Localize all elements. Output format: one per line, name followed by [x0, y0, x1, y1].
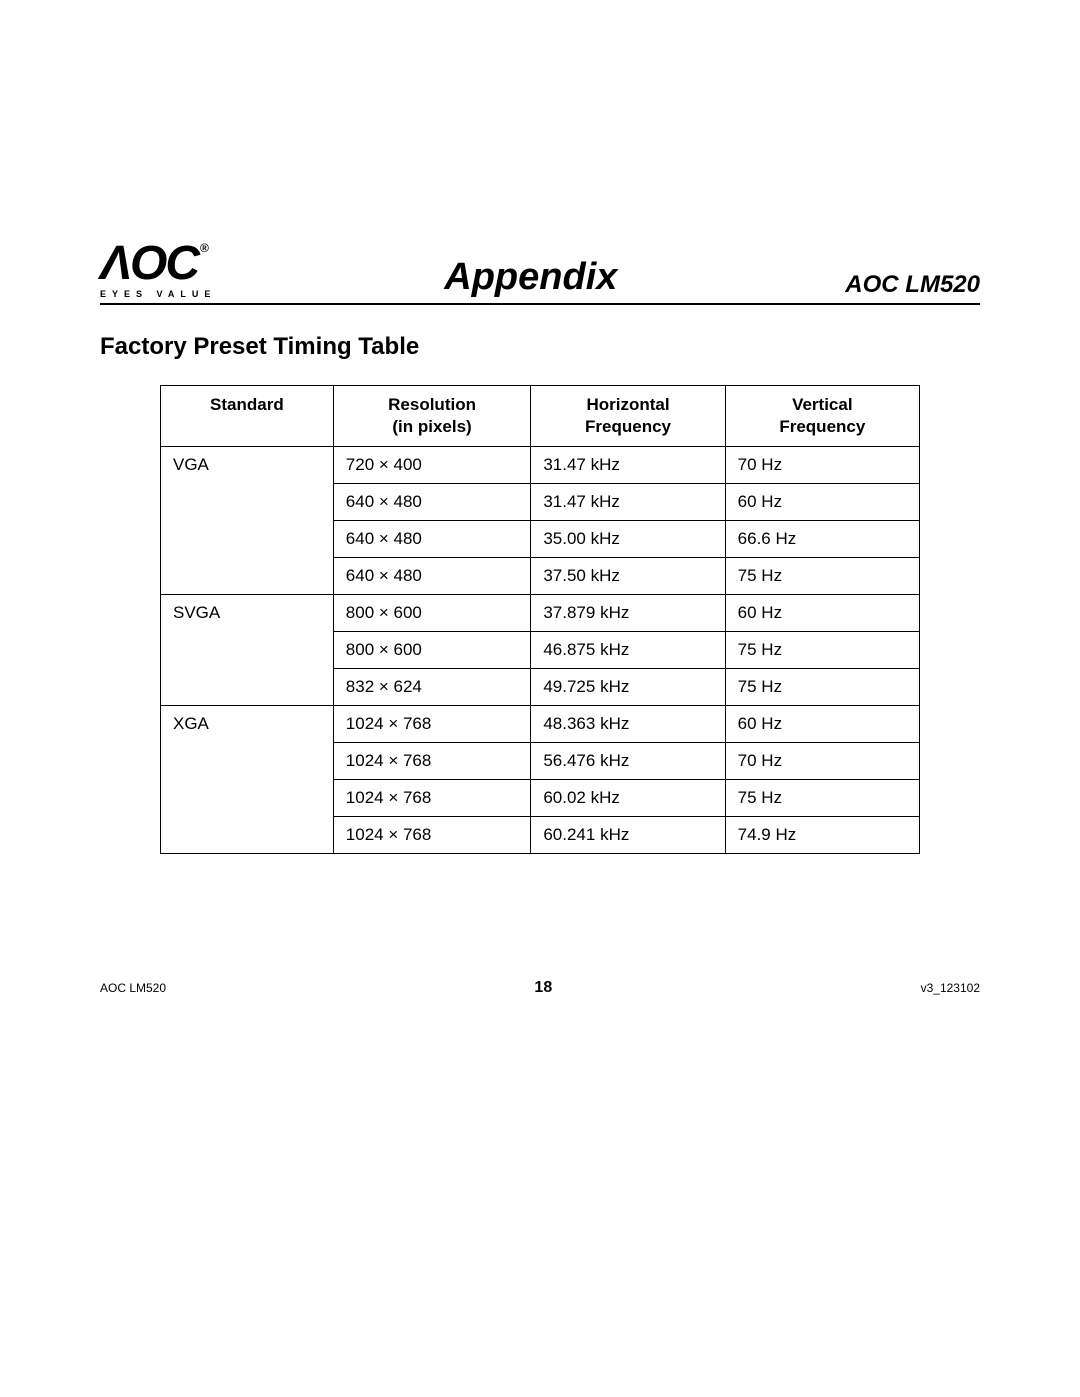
cell-vfreq: 75 Hz: [725, 669, 919, 706]
cell-hfreq: 35.00 kHz: [531, 521, 725, 558]
cell-hfreq: 49.725 kHz: [531, 669, 725, 706]
cell-res: 720 × 400: [333, 447, 531, 484]
cell-hfreq: 31.47 kHz: [531, 447, 725, 484]
cell-vfreq: 75 Hz: [725, 632, 919, 669]
model-name: AOC LM520: [845, 271, 980, 299]
table-row: 832 × 624 49.725 kHz 75 Hz: [161, 669, 920, 706]
cell-res: 640 × 480: [333, 521, 531, 558]
cell-res: 1024 × 768: [333, 817, 531, 854]
cell-standard-empty: [161, 743, 334, 780]
cell-res: 1024 × 768: [333, 780, 531, 817]
page-number: 18: [534, 979, 552, 997]
cell-hfreq: 31.47 kHz: [531, 484, 725, 521]
cell-res: 800 × 600: [333, 595, 531, 632]
footer-model: AOC LM520: [100, 981, 166, 995]
col-standard: Standard: [161, 386, 334, 447]
cell-vfreq: 74.9 Hz: [725, 817, 919, 854]
table-body: VGA 720 × 400 31.47 kHz 70 Hz 640 × 480 …: [161, 447, 920, 854]
page-title: Appendix: [216, 256, 845, 299]
table-row: 800 × 600 46.875 kHz 75 Hz: [161, 632, 920, 669]
table-row: SVGA 800 × 600 37.879 kHz 60 Hz: [161, 595, 920, 632]
table-header-row: Standard Resolution(in pixels) Horizonta…: [161, 386, 920, 447]
cell-vfreq: 75 Hz: [725, 780, 919, 817]
section-title: Factory Preset Timing Table: [100, 333, 980, 361]
cell-standard: VGA: [161, 447, 334, 484]
cell-hfreq: 46.875 kHz: [531, 632, 725, 669]
cell-hfreq: 56.476 kHz: [531, 743, 725, 780]
cell-standard-empty: [161, 558, 334, 595]
cell-vfreq: 60 Hz: [725, 595, 919, 632]
cell-standard-empty: [161, 669, 334, 706]
col-vfreq: VerticalFrequency: [725, 386, 919, 447]
cell-hfreq: 37.879 kHz: [531, 595, 725, 632]
table-row: 640 × 480 35.00 kHz 66.6 Hz: [161, 521, 920, 558]
cell-res: 800 × 600: [333, 632, 531, 669]
cell-standard-empty: [161, 632, 334, 669]
table-row: 1024 × 768 60.241 kHz 74.9 Hz: [161, 817, 920, 854]
logo-tagline: EYES VALUE: [100, 290, 216, 299]
cell-vfreq: 70 Hz: [725, 743, 919, 780]
cell-standard-empty: [161, 780, 334, 817]
cell-res: 832 × 624: [333, 669, 531, 706]
cell-res: 1024 × 768: [333, 706, 531, 743]
cell-hfreq: 48.363 kHz: [531, 706, 725, 743]
page-header: ΛAOCOC® EYES VALUE Appendix AOC LM520: [100, 240, 980, 305]
cell-res: 1024 × 768: [333, 743, 531, 780]
registered-icon: ®: [200, 242, 207, 254]
table-row: 1024 × 768 56.476 kHz 70 Hz: [161, 743, 920, 780]
brand-logo: ΛAOCOC® EYES VALUE: [100, 240, 216, 299]
cell-res: 640 × 480: [333, 558, 531, 595]
table-row: 1024 × 768 60.02 kHz 75 Hz: [161, 780, 920, 817]
cell-vfreq: 75 Hz: [725, 558, 919, 595]
cell-standard: SVGA: [161, 595, 334, 632]
cell-standard-empty: [161, 817, 334, 854]
table-row: VGA 720 × 400 31.47 kHz 70 Hz: [161, 447, 920, 484]
cell-standard-empty: [161, 521, 334, 558]
document-page: ΛAOCOC® EYES VALUE Appendix AOC LM520 Fa…: [0, 0, 1080, 1397]
page-footer: AOC LM520 18 v3_123102: [100, 979, 980, 997]
footer-version: v3_123102: [921, 981, 980, 995]
cell-vfreq: 60 Hz: [725, 484, 919, 521]
col-hfreq: HorizontalFrequency: [531, 386, 725, 447]
table-row: XGA 1024 × 768 48.363 kHz 60 Hz: [161, 706, 920, 743]
cell-standard-empty: [161, 484, 334, 521]
logo-text: ΛAOCOC®: [100, 240, 207, 288]
cell-vfreq: 60 Hz: [725, 706, 919, 743]
table-row: 640 × 480 31.47 kHz 60 Hz: [161, 484, 920, 521]
cell-hfreq: 60.241 kHz: [531, 817, 725, 854]
cell-vfreq: 66.6 Hz: [725, 521, 919, 558]
cell-vfreq: 70 Hz: [725, 447, 919, 484]
table-row: 640 × 480 37.50 kHz 75 Hz: [161, 558, 920, 595]
timing-table: Standard Resolution(in pixels) Horizonta…: [160, 385, 920, 854]
cell-res: 640 × 480: [333, 484, 531, 521]
cell-hfreq: 60.02 kHz: [531, 780, 725, 817]
cell-standard: XGA: [161, 706, 334, 743]
col-resolution: Resolution(in pixels): [333, 386, 531, 447]
cell-hfreq: 37.50 kHz: [531, 558, 725, 595]
